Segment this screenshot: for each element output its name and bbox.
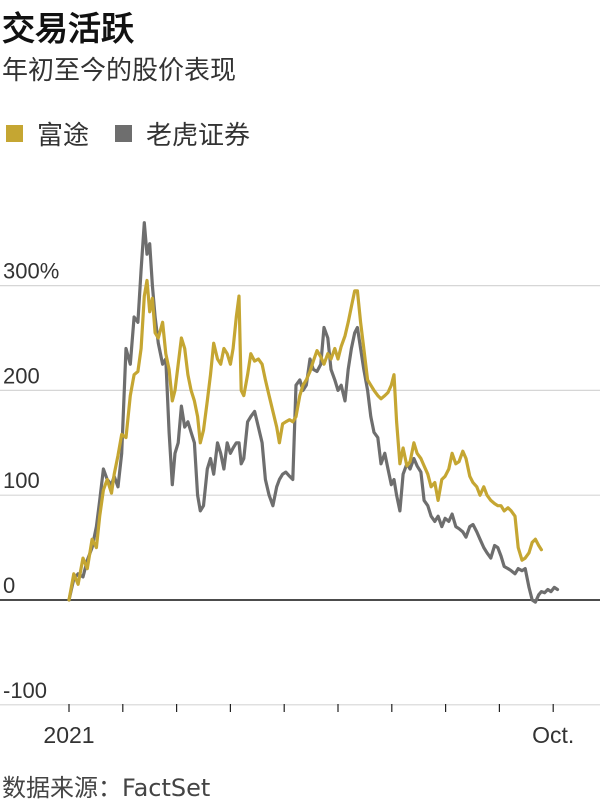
- legend-swatch-futu: [6, 125, 23, 142]
- series-line-futu: [67, 278, 543, 602]
- legend-item-tiger: 老虎证券: [115, 115, 250, 152]
- series-lines: [67, 221, 560, 604]
- y-tick-label: 300%: [3, 259, 59, 284]
- legend-label-futu: 富途: [37, 121, 90, 151]
- y-tick-label: 200: [3, 363, 40, 388]
- y-tick-label: 100: [3, 468, 40, 493]
- legend-label-tiger: 老虎证券: [146, 121, 251, 151]
- y-tick-label: 0: [3, 573, 15, 598]
- chart-subtitle: 年初至今的股价表现: [2, 56, 237, 86]
- legend-item-futu: 富途: [6, 115, 89, 152]
- y-axis-labels: 300% 200 100 0 -100: [3, 259, 59, 703]
- x-tick-label: Oct.: [532, 722, 574, 748]
- source-note: 数据来源：FactSet: [2, 774, 211, 802]
- grid-lines: [0, 285, 600, 706]
- x-axis: 2021 Oct.: [43, 704, 574, 748]
- x-tick-label: 2021: [43, 722, 94, 748]
- y-tick-label: -100: [3, 678, 47, 703]
- series-line-tiger: [67, 221, 560, 604]
- legend-swatch-tiger: [115, 125, 133, 142]
- legend: 富途 老虎证券: [6, 115, 276, 152]
- chart-title: 交易活跃: [2, 9, 134, 48]
